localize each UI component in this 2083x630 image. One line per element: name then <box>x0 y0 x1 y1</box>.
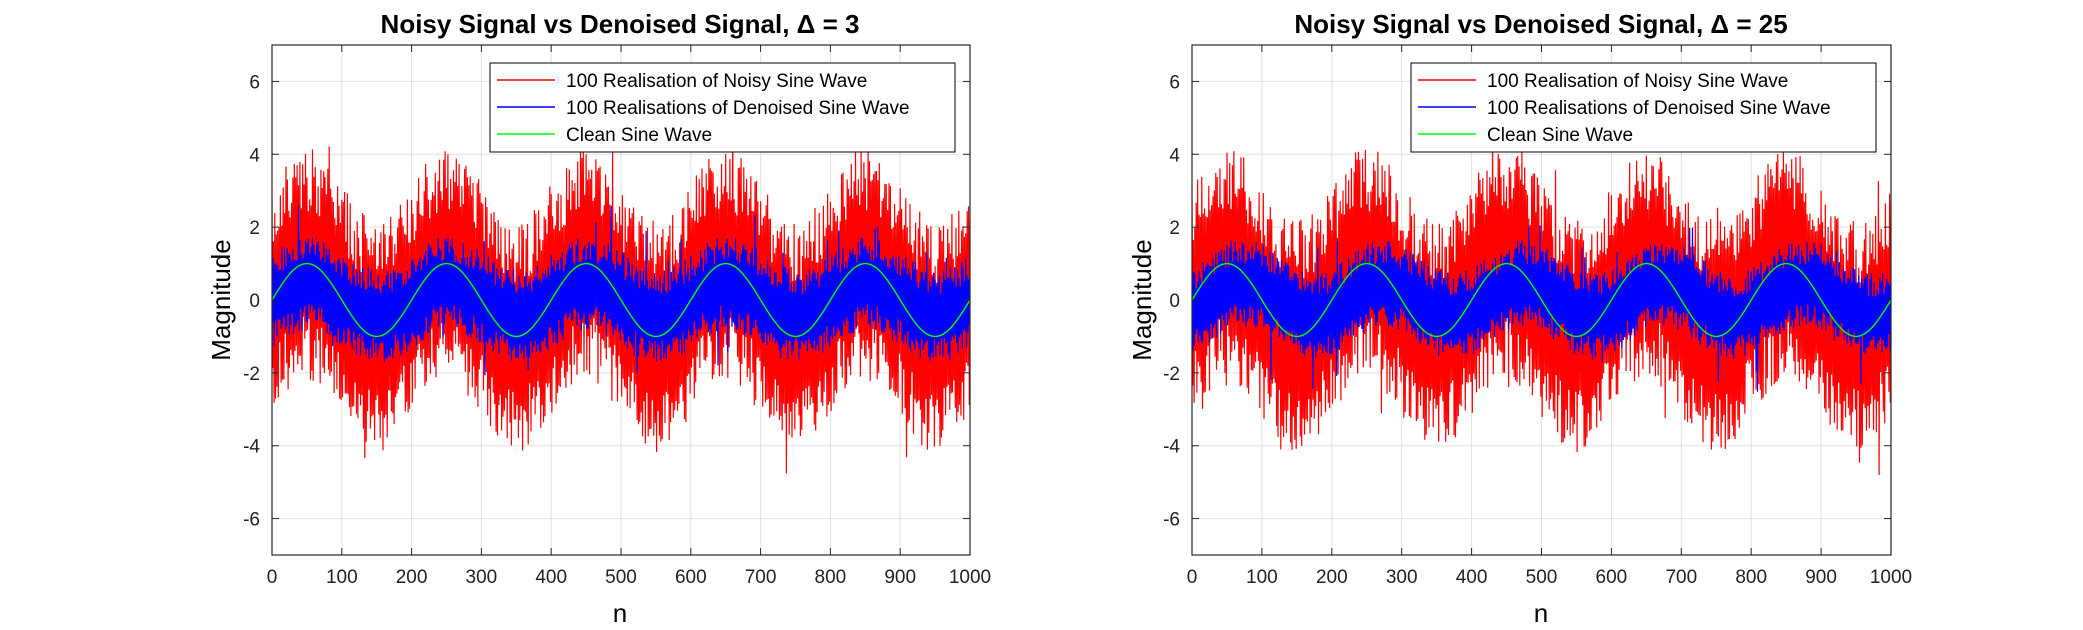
x-tick-label: 900 <box>1805 567 1837 588</box>
y-tick-label: 4 <box>1169 145 1180 166</box>
y-axis-label: Magnitude <box>1127 239 1157 360</box>
series-clean <box>1192 262 1891 338</box>
y-tick-label: -6 <box>1163 510 1180 531</box>
x-tick-label: 1000 <box>949 567 991 588</box>
x-tick-label: 0 <box>1187 567 1198 588</box>
x-axis-label: n <box>613 598 627 625</box>
legend-label-noisy: 100 Realisation of Noisy Sine Wave <box>566 71 867 92</box>
x-tick-label: 0 <box>267 567 278 588</box>
y-tick-label: 6 <box>1169 72 1180 93</box>
x-tick-label: 100 <box>1246 567 1278 588</box>
chart-title: Noisy Signal vs Denoised Signal, Δ = 3 <box>381 9 860 39</box>
y-tick-label: 2 <box>1169 218 1180 239</box>
x-tick-label: 700 <box>1665 567 1697 588</box>
x-tick-label: 1000 <box>1870 567 1912 588</box>
x-tick-label: 400 <box>1456 567 1488 588</box>
x-tick-label: 200 <box>1316 567 1348 588</box>
y-tick-label: 4 <box>249 145 260 166</box>
x-tick-label: 400 <box>535 567 567 588</box>
x-tick-label: 300 <box>466 567 498 588</box>
y-tick-label: 2 <box>249 218 260 239</box>
legend-label-noisy: 100 Realisation of Noisy Sine Wave <box>1487 71 1788 92</box>
y-tick-label: -2 <box>1163 364 1180 385</box>
y-tick-label: -4 <box>243 437 260 458</box>
series-denoised <box>272 205 970 376</box>
legend-box <box>489 62 956 153</box>
series-clean <box>272 262 970 338</box>
x-tick-label: 200 <box>396 567 428 588</box>
plot-delta-3: Noisy Signal vs Denoised Signal, Δ = 3 n… <box>206 9 991 628</box>
x-tick-label: 700 <box>745 567 777 588</box>
x-axis-label: n <box>1534 598 1548 625</box>
y-tick-label: -6 <box>243 510 260 531</box>
x-tick-label: 600 <box>1596 567 1628 588</box>
legend-box <box>1410 62 1877 153</box>
legend: 100 Realisation of Noisy Sine Wave 100 R… <box>489 62 956 153</box>
legend-label-clean: Clean Sine Wave <box>566 125 712 146</box>
y-tick-label: 6 <box>249 72 260 93</box>
y-tick-label: -4 <box>1163 437 1180 458</box>
x-tick-label: 800 <box>1735 567 1767 588</box>
x-tick-label: 100 <box>326 567 358 588</box>
y-tick-label: -2 <box>243 364 260 385</box>
chart-title: Noisy Signal vs Denoised Signal, Δ = 25 <box>1294 9 1787 39</box>
y-tick-label: 0 <box>249 291 260 312</box>
legend-label-clean: Clean Sine Wave <box>1487 125 1633 146</box>
legend-label-denoised: 100 Realisations of Denoised Sine Wave <box>1487 98 1831 119</box>
plot-delta-25: Noisy Signal vs Denoised Signal, Δ = 25 … <box>1127 9 1912 628</box>
legend: 100 Realisation of Noisy Sine Wave 100 R… <box>1410 62 1877 153</box>
legend-label-denoised: 100 Realisations of Denoised Sine Wave <box>566 98 910 119</box>
series-denoised <box>1192 225 1891 392</box>
x-tick-label: 500 <box>605 567 637 588</box>
y-tick-label: 0 <box>1169 291 1180 312</box>
x-tick-label: 900 <box>884 567 916 588</box>
x-tick-label: 300 <box>1386 567 1418 588</box>
y-axis-label: Magnitude <box>206 239 236 360</box>
x-tick-label: 800 <box>815 567 847 588</box>
x-tick-label: 600 <box>675 567 707 588</box>
x-tick-label: 500 <box>1526 567 1558 588</box>
